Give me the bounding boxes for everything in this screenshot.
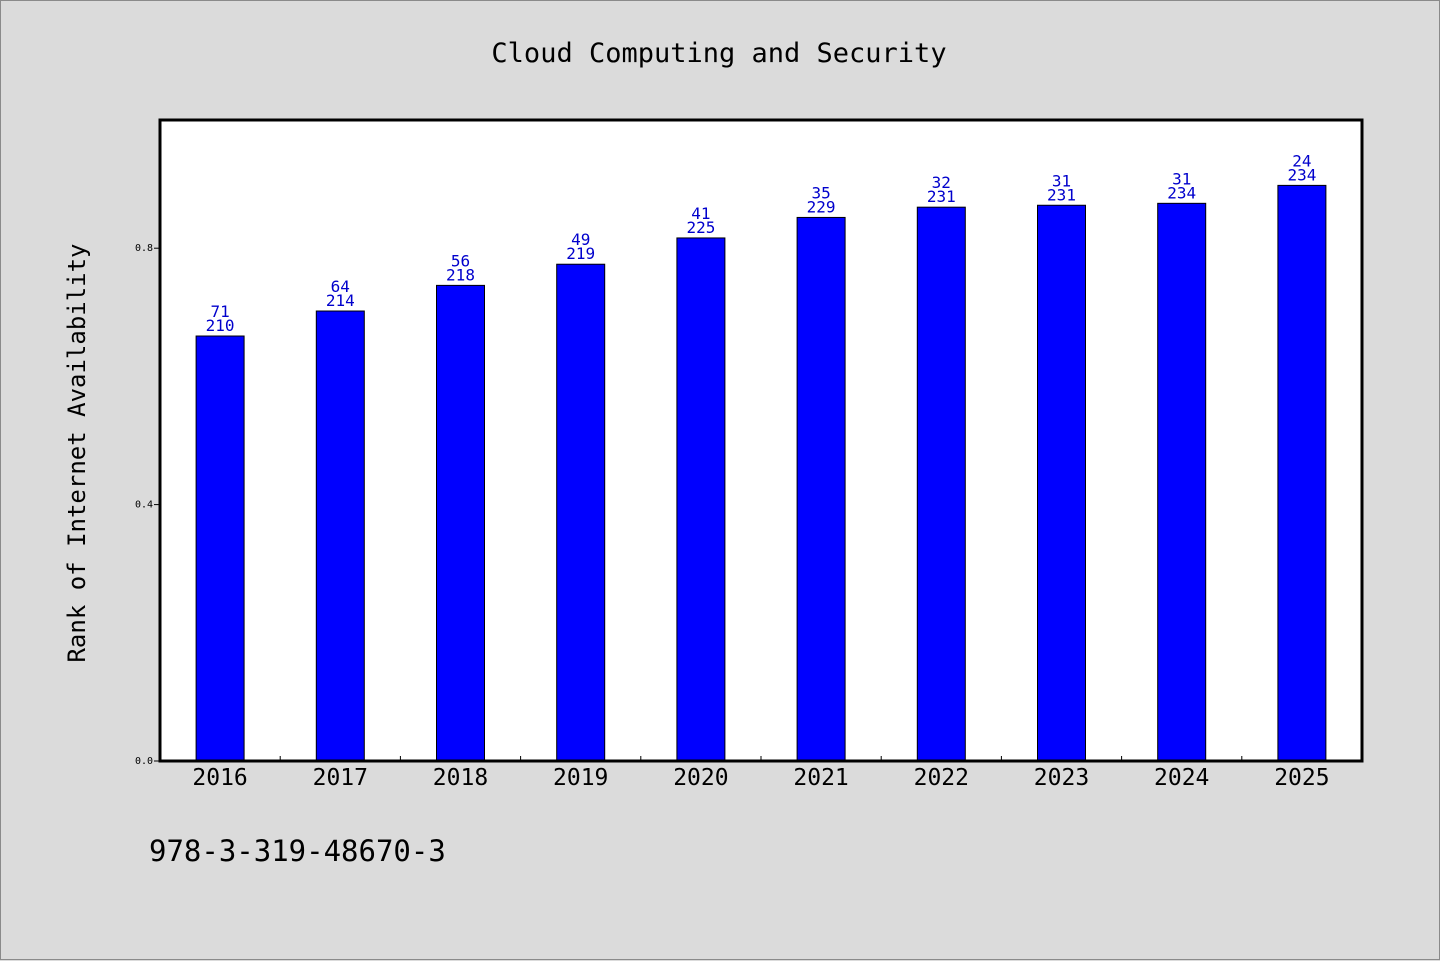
x-tick-label: 2019 <box>553 765 608 791</box>
bar-label-bottom: 214 <box>326 291 355 310</box>
bar <box>1157 202 1207 762</box>
bar <box>556 263 606 762</box>
x-tick-label: 2022 <box>914 765 969 791</box>
x-tick-label: 2017 <box>313 765 368 791</box>
y-tick-label: 0.4 <box>135 500 153 511</box>
plot-border <box>158 118 1364 763</box>
y-axis-label: Rank of Internet Availability <box>63 243 91 662</box>
bar-label-bottom: 229 <box>807 197 836 216</box>
bar <box>676 237 726 762</box>
chart-marks: 0.00.40.82107120162146420172185620182194… <box>135 151 1330 791</box>
bar-label-bottom: 210 <box>206 316 235 335</box>
x-tick-label: 2018 <box>433 765 488 791</box>
x-tick-label: 2024 <box>1154 765 1209 791</box>
isbn-label: 978-3-319-48670-3 <box>149 834 446 868</box>
bar <box>436 284 485 762</box>
x-tick-label: 2016 <box>192 765 247 791</box>
bar-label-top: 56 <box>451 251 470 270</box>
bar-label-top: 35 <box>811 183 830 202</box>
bar-label-bottom: 234 <box>1287 165 1316 184</box>
bar-label-bottom: 225 <box>686 218 715 237</box>
bar-label-top: 31 <box>1172 169 1191 188</box>
bar-label-bottom: 231 <box>927 187 956 206</box>
x-tick-label: 2020 <box>673 765 728 791</box>
bar-label-top: 31 <box>1052 171 1071 190</box>
y-tick-label: 0.0 <box>135 756 153 767</box>
chart-title: Cloud Computing and Security <box>491 38 946 69</box>
bar <box>195 335 245 762</box>
y-tick-label: 0.8 <box>135 243 153 254</box>
bar <box>1037 204 1086 762</box>
bar <box>1277 184 1327 762</box>
x-tick-label: 2021 <box>793 765 848 791</box>
bar-label-bottom: 218 <box>446 265 475 284</box>
bar <box>315 310 365 762</box>
x-tick-label: 2025 <box>1274 765 1329 791</box>
bar-label-bottom: 234 <box>1167 183 1196 202</box>
x-tick-label: 2023 <box>1034 765 1089 791</box>
bar-label-top: 71 <box>210 302 229 321</box>
bar <box>796 216 846 762</box>
bar-label-bottom: 231 <box>1047 185 1076 204</box>
bar <box>916 206 966 762</box>
bar-label-top: 41 <box>691 204 710 223</box>
bar-label-top: 32 <box>932 173 951 192</box>
bar-label-top: 49 <box>571 230 590 249</box>
bar-label-top: 24 <box>1292 151 1311 170</box>
bar-label-top: 64 <box>331 277 350 296</box>
bar-label-bottom: 219 <box>566 244 595 263</box>
